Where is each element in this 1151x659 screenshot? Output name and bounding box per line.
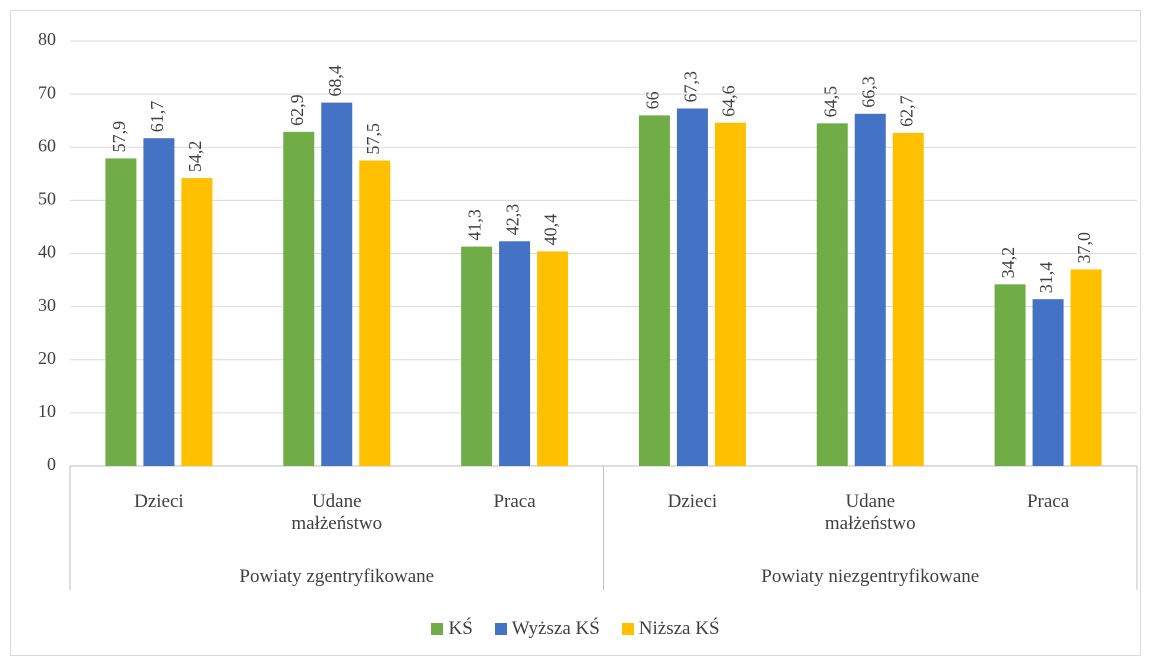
legend-label: Wyższa KŚ — [511, 618, 600, 639]
data-label: 41,3 — [465, 209, 485, 241]
y-tick-label: 60 — [38, 135, 56, 155]
bar — [676, 108, 708, 466]
legend-swatch — [431, 623, 444, 635]
data-label: 64,5 — [820, 86, 840, 118]
bar — [1032, 299, 1064, 466]
x-tick-label: Dzieci — [134, 491, 184, 512]
x-tick-label: Praca — [1026, 491, 1070, 512]
data-label: 54,2 — [185, 141, 205, 173]
data-label: 64,6 — [719, 85, 739, 117]
x-tick-label: Dzieci — [667, 491, 718, 512]
legend-item: Niższa KŚ — [621, 618, 720, 640]
data-label: 62,9 — [287, 94, 307, 126]
data-label: 57,9 — [109, 121, 129, 152]
data-label: 31,4 — [1036, 262, 1056, 294]
data-label: 62,7 — [896, 95, 916, 127]
legend-swatch — [494, 623, 507, 635]
bar — [143, 138, 175, 466]
y-tick-label: 70 — [38, 82, 56, 102]
bar — [816, 123, 848, 466]
x-tick-label: Udane małżeństwo — [824, 491, 916, 534]
y-tick-label: 40 — [38, 242, 56, 262]
data-label: 66 — [643, 91, 663, 109]
bar — [461, 246, 493, 466]
bar — [105, 158, 137, 466]
bar — [994, 284, 1026, 466]
data-label: 67,3 — [681, 71, 701, 103]
legend-swatch — [621, 623, 634, 635]
data-label: 34,2 — [998, 247, 1018, 278]
bar — [714, 122, 746, 466]
y-tick-label: 30 — [38, 295, 56, 315]
legend: KŚ Wyższa KŚ Niższa KŚ — [0, 618, 1151, 640]
legend-item: Wyższa KŚ — [494, 618, 600, 640]
bar — [854, 113, 886, 466]
bar — [892, 132, 924, 466]
x-tick-label: Udane małżeństwo — [291, 491, 383, 534]
bar — [283, 131, 315, 466]
legend-label: Niższa KŚ — [638, 618, 720, 639]
group-label: Powiaty niezgentryfikowane — [761, 566, 980, 587]
bar — [1070, 269, 1102, 466]
bar — [321, 102, 353, 466]
data-label: 66,3 — [858, 76, 878, 108]
data-label: 68,4 — [325, 65, 345, 97]
y-tick-label: 50 — [38, 189, 56, 209]
y-tick-label: 10 — [38, 401, 56, 421]
chart-border — [10, 10, 1141, 656]
data-label: 42,3 — [503, 204, 523, 236]
bar — [181, 178, 213, 466]
legend-label: KŚ — [448, 618, 473, 639]
y-tick-label: 0 — [47, 454, 56, 474]
bar — [638, 115, 670, 466]
data-label: 40,4 — [541, 214, 561, 246]
group-label: Powiaty zgentryfikowane — [239, 566, 435, 587]
x-tick-label: Praca — [493, 491, 536, 512]
data-label: 37,0 — [1074, 232, 1094, 264]
y-tick-label: 20 — [38, 348, 56, 368]
data-label: 57,5 — [363, 123, 383, 155]
legend-item: KŚ — [431, 618, 473, 640]
bar — [499, 241, 531, 466]
y-tick-label: 80 — [38, 29, 56, 49]
data-label: 61,7 — [147, 101, 167, 133]
bar — [359, 160, 391, 466]
bar — [537, 251, 569, 466]
